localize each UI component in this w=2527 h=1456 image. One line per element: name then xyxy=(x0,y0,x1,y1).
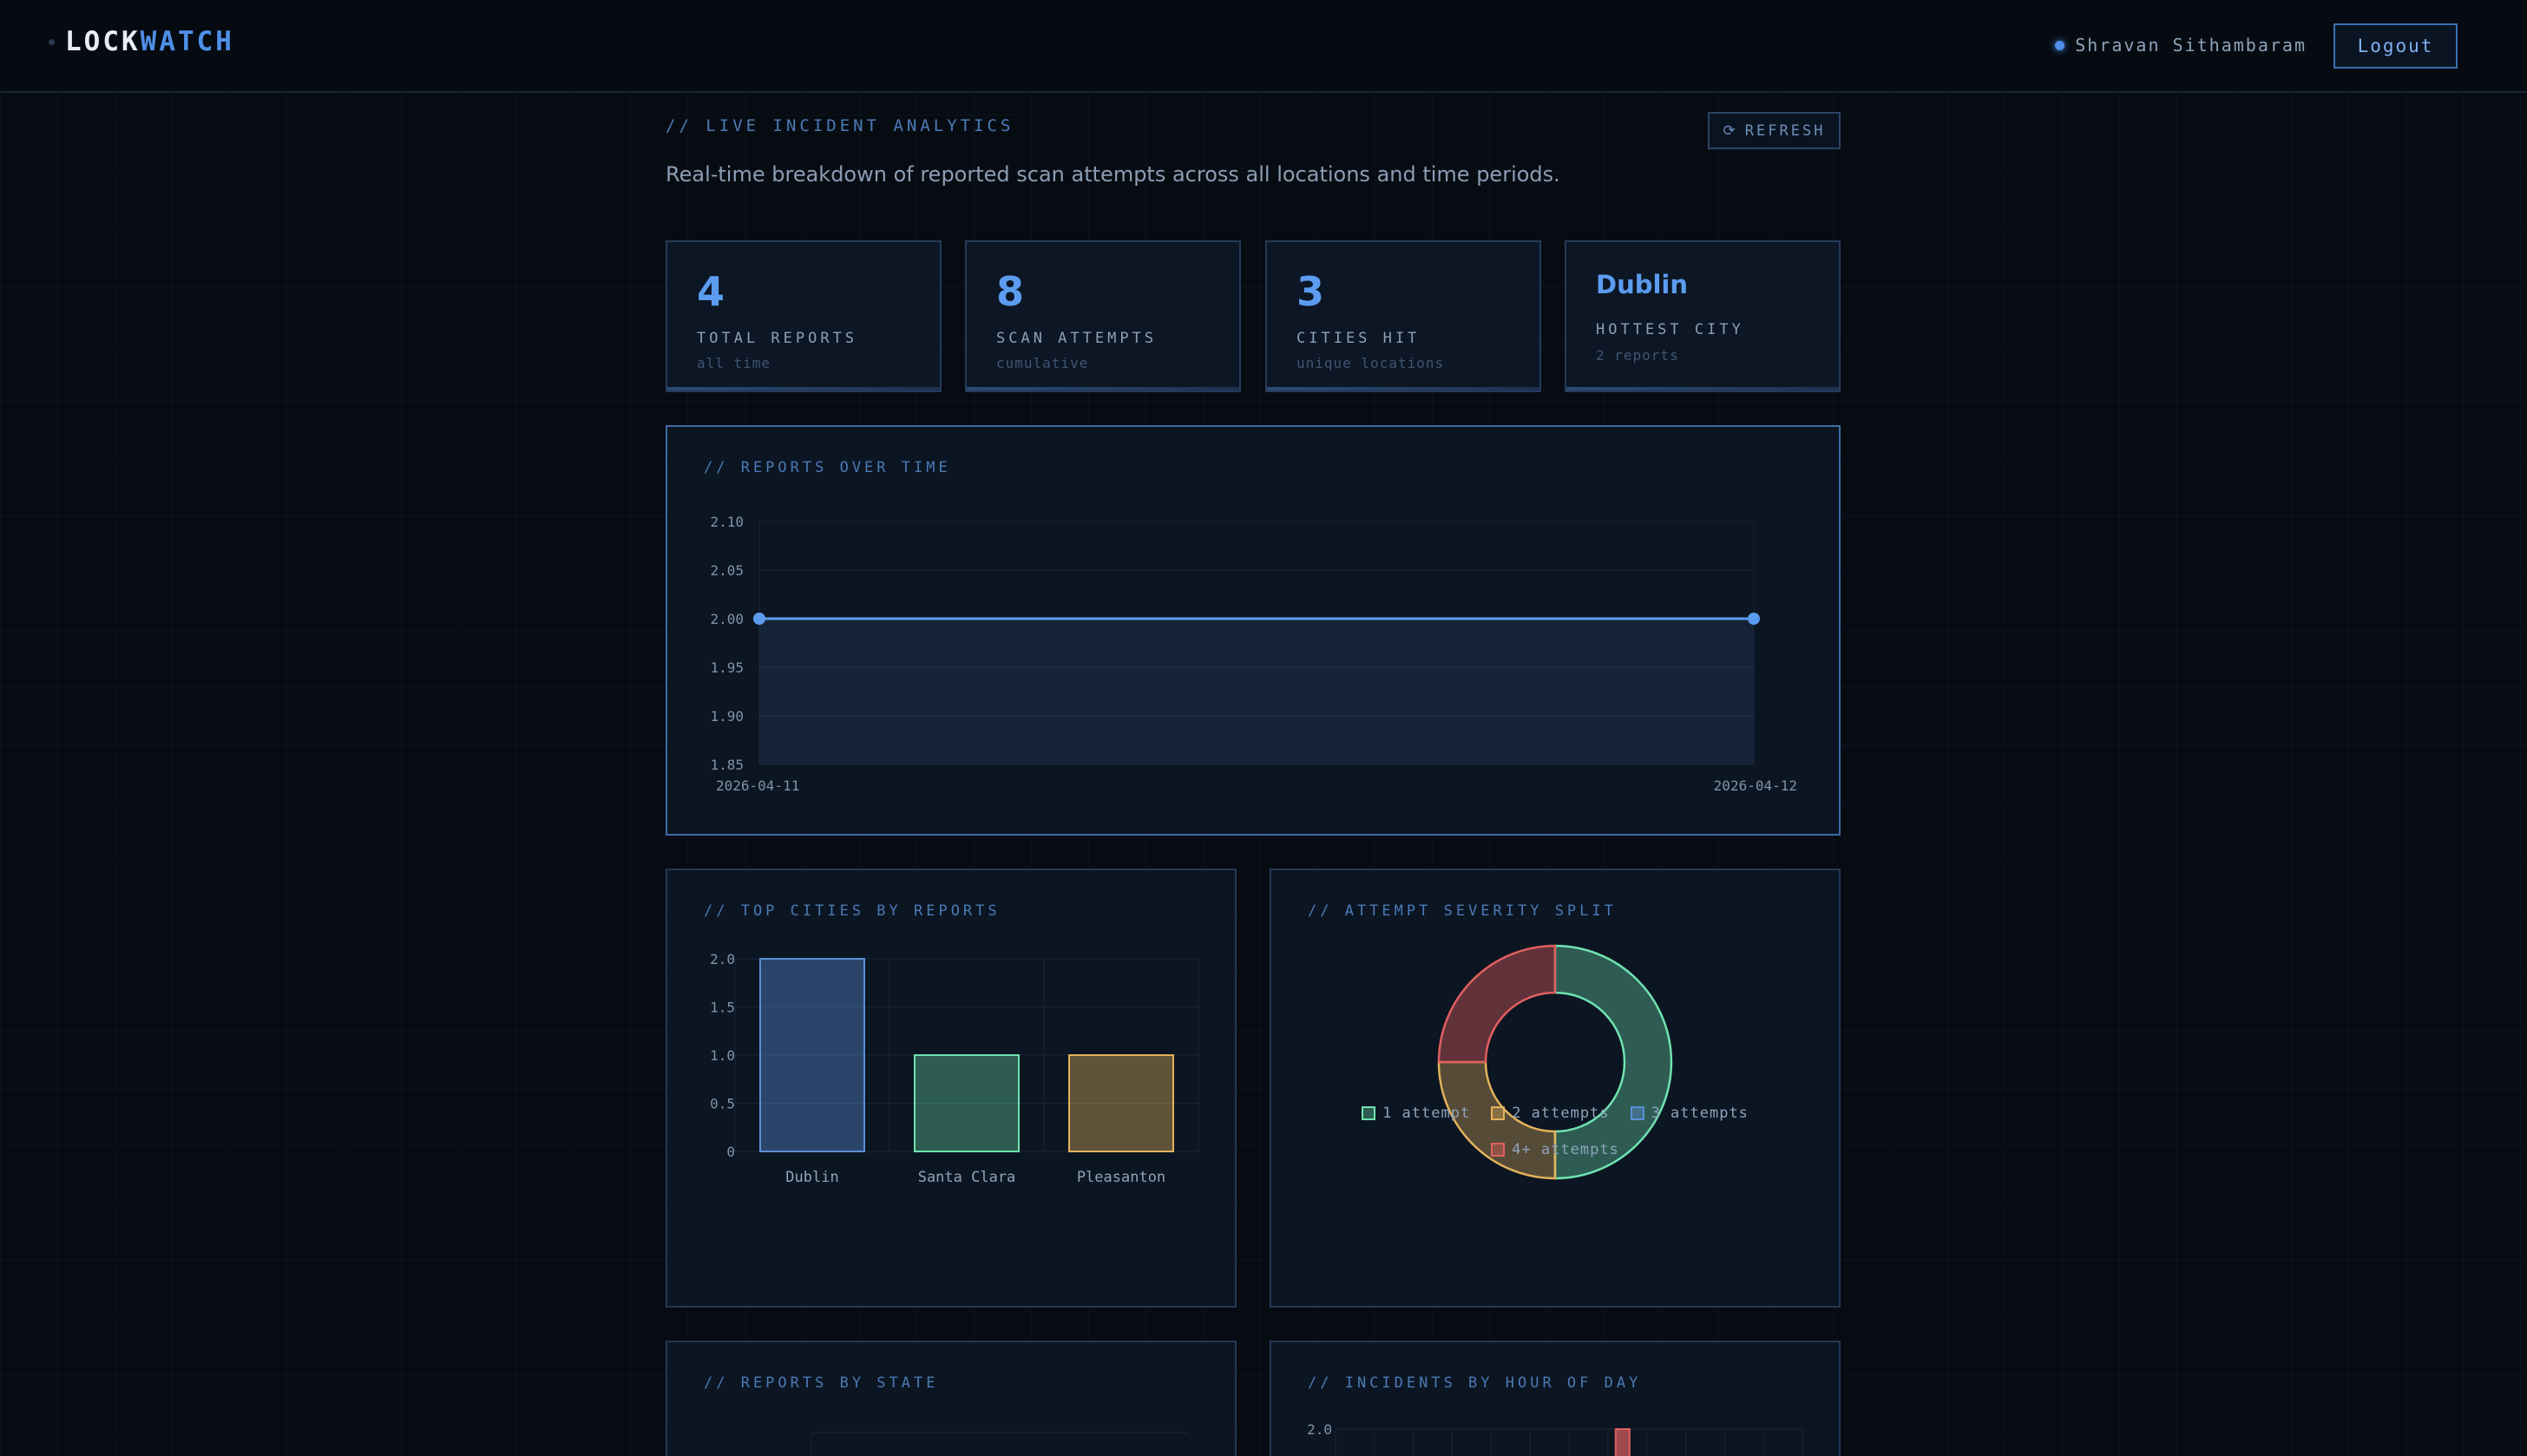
x-tick-label: Santa Clara xyxy=(918,1169,1016,1186)
legend-label: 3 attempts xyxy=(1651,1105,1749,1122)
stat-value: 4 xyxy=(697,268,725,315)
stat-label: HOTTEST CITY xyxy=(1596,321,1744,338)
state-chart xyxy=(811,1432,1188,1456)
refresh-icon: ⟳ xyxy=(1723,121,1738,140)
stat-sublabel: all time xyxy=(697,355,771,371)
bar xyxy=(759,958,865,1152)
brand-logo[interactable]: LOCKWATCH xyxy=(49,26,234,57)
stat-label: SCAN ATTEMPTS xyxy=(996,330,1158,347)
y-tick-label: 1.90 xyxy=(710,708,744,725)
refresh-button[interactable]: ⟳ REFRESH xyxy=(1708,112,1841,149)
chart-legend: 1 attempt 2 attempts 3 attempts xyxy=(1271,1105,1839,1122)
brand-name-right: WATCH xyxy=(140,26,234,57)
panel-title: // ATTEMPT SEVERITY SPLIT xyxy=(1308,902,1617,920)
line-chart: 2.10 2.05 2.00 1.95 1.90 1.85 2026-04-11 2026-0… xyxy=(710,514,1797,794)
online-status-icon xyxy=(2055,40,2065,50)
y-tick-label: 1.85 xyxy=(710,757,744,773)
legend-item: 4+ attempts xyxy=(1491,1141,1619,1158)
legend-item: 2 attempts xyxy=(1491,1105,1609,1122)
donut-chart xyxy=(1437,944,1673,1180)
y-tick-label: 2.05 xyxy=(710,562,744,579)
bar xyxy=(914,1054,1020,1152)
donut-slice xyxy=(1437,944,1557,1064)
x-tick-label: Dublin xyxy=(785,1169,838,1186)
panel-title: // INCIDENTS BY HOUR OF DAY xyxy=(1308,1374,1642,1392)
stat-value: 3 xyxy=(1296,268,1325,315)
refresh-label: REFRESH xyxy=(1744,121,1826,140)
chart-legend: 4+ attempts xyxy=(1271,1141,1839,1158)
y-tick-label: 1.5 xyxy=(710,1000,735,1016)
page-subtitle: Real-time breakdown of reported scan att… xyxy=(666,162,1560,187)
brand-dot-icon xyxy=(49,38,55,45)
legend-label: 4+ attempts xyxy=(1512,1141,1619,1158)
legend-swatch xyxy=(1491,1143,1506,1157)
x-tick-label: 2026-04-12 xyxy=(1714,777,1797,794)
series-area xyxy=(759,619,1754,764)
user-info: Shravan Sithambaram xyxy=(2055,35,2307,56)
user-name: Shravan Sithambaram xyxy=(2075,35,2307,56)
panel-incidents-by-hour: // INCIDENTS BY HOUR OF DAY 2.0 xyxy=(1270,1341,1841,1456)
stat-card-cities-hit: 3 CITIES HIT unique locations xyxy=(1265,240,1541,392)
panel-reports-over-time: // REPORTS OVER TIME 2.10 2.05 2.00 1.95 1.9… xyxy=(666,425,1841,836)
y-tick-label: 2.00 xyxy=(710,611,744,627)
data-point xyxy=(753,613,765,625)
stat-value: 8 xyxy=(996,268,1025,315)
stat-card-hottest-city: Dublin HOTTEST CITY 2 reports xyxy=(1565,240,1841,392)
bar xyxy=(1068,1054,1174,1152)
donut-slice xyxy=(1437,1060,1557,1180)
section-label: // LIVE INCIDENT ANALYTICS xyxy=(666,116,1014,135)
stat-sublabel: 2 reports xyxy=(1596,347,1679,364)
brand-name-left: LOCK xyxy=(65,26,141,57)
stat-card-total-reports: 4 TOTAL REPORTS all time xyxy=(666,240,942,392)
y-tick-label: 2.0 xyxy=(710,951,735,967)
panel-title: // REPORTS BY STATE xyxy=(704,1374,939,1392)
legend-label: 2 attempts xyxy=(1512,1105,1610,1122)
data-point xyxy=(1748,613,1760,625)
panel-title: // REPORTS OVER TIME xyxy=(704,459,951,476)
panel-title: // TOP CITIES BY REPORTS xyxy=(704,902,1001,920)
top-bar: LOCKWATCH Shravan Sithambaram Logout xyxy=(0,0,2527,93)
stat-label: CITIES HIT xyxy=(1296,330,1421,347)
y-tick-label: 2.10 xyxy=(710,514,744,530)
donut-slice xyxy=(1553,944,1673,1180)
x-tick-label: Pleasanton xyxy=(1077,1169,1165,1186)
logout-button[interactable]: Logout xyxy=(2333,23,2458,69)
legend-swatch xyxy=(1362,1106,1376,1120)
y-tick-label: 0 xyxy=(726,1144,735,1160)
panel-severity-split: // ATTEMPT SEVERITY SPLIT 1 attempt 2 att… xyxy=(1270,869,1841,1308)
bar-chart: 2.0 1.5 1.0 0.5 0 Dublin Santa Clara Pleasanton xyxy=(710,951,1199,1186)
stat-value: Dublin xyxy=(1596,270,1689,299)
stat-sublabel: unique locations xyxy=(1296,355,1445,371)
bar xyxy=(1614,1428,1631,1456)
legend-item: 3 attempts xyxy=(1630,1105,1749,1122)
stat-label: TOTAL REPORTS xyxy=(697,330,858,347)
panel-top-cities: // TOP CITIES BY REPORTS 2.0 1.5 1.0 0.5 0 Du… xyxy=(666,869,1237,1308)
legend-label: 1 attempt xyxy=(1382,1105,1471,1122)
legend-swatch xyxy=(1630,1106,1644,1120)
y-tick-label: 1.95 xyxy=(710,659,744,676)
legend-swatch xyxy=(1491,1106,1506,1120)
stat-sublabel: cumulative xyxy=(996,355,1089,371)
y-tick-label: 1.0 xyxy=(710,1047,735,1064)
legend-item: 1 attempt xyxy=(1362,1105,1470,1122)
panel-reports-by-state: // REPORTS BY STATE xyxy=(666,1341,1237,1456)
y-tick-label: 0.5 xyxy=(710,1096,735,1112)
hour-chart: 2.0 xyxy=(1307,1421,1803,1456)
stat-card-scan-attempts: 8 SCAN ATTEMPTS cumulative xyxy=(965,240,1241,392)
x-tick-label: 2026-04-11 xyxy=(716,777,799,794)
y-tick-label: 2.0 xyxy=(1307,1421,1332,1438)
